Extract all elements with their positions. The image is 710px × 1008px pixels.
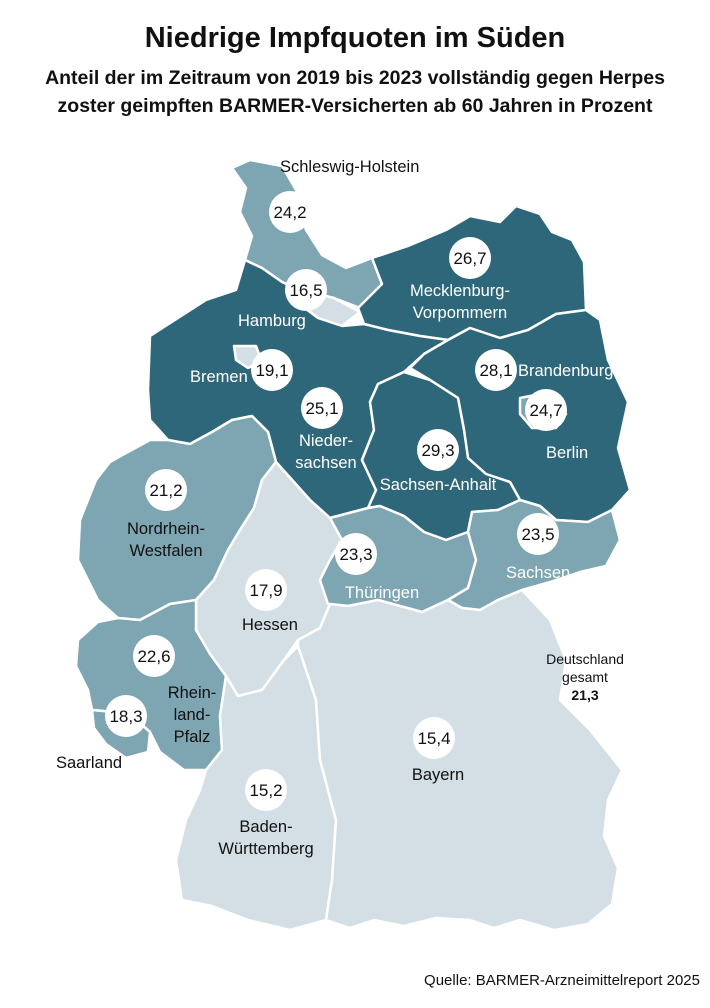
bubble-sachsen-anhalt (417, 429, 459, 471)
value-nordrhein-westfalen: 21,2 (149, 481, 182, 500)
label-bremen: Bremen (190, 368, 248, 386)
label-baden: Baden- (239, 818, 292, 836)
label-nieder: Nieder- (299, 432, 353, 450)
bubble-mecklenburg-vorpommern (449, 237, 491, 279)
value-saarland: 18,3 (109, 707, 142, 726)
value-brandenburg: 28,1 (479, 361, 512, 380)
bubble-schleswig-holstein (269, 191, 311, 233)
value-rheinland-pfalz: 22,6 (137, 647, 170, 666)
label-land: land- (174, 706, 211, 724)
map-subtitle: Anteil der im Zeitraum von 2019 bis 2023… (45, 67, 665, 117)
bubble-saarland (105, 695, 147, 737)
value-sachsen-anhalt: 29,3 (421, 441, 454, 460)
label-bayern: Bayern (412, 766, 464, 784)
label-hessen: Hessen (242, 616, 298, 634)
value-berlin: 24,7 (529, 401, 562, 420)
bubble-niedersachsen (301, 387, 343, 429)
value-sachsen: 23,5 (521, 525, 554, 544)
bubble-bayern (413, 717, 455, 759)
bubble-sachsen (517, 513, 559, 555)
value-baden-wuerttemberg: 15,2 (249, 781, 282, 800)
bubble-nordrhein-westfalen (145, 469, 187, 511)
label-sachsen-anhalt: Sachsen-Anhalt (380, 476, 497, 494)
label-brandenburg: Brandenburg (518, 362, 613, 380)
label-wuerttemberg: Württemberg (218, 840, 313, 858)
bubble-thueringen (335, 533, 377, 575)
bubble-brandenburg (475, 349, 517, 391)
label-sachsen-ns: sachsen (295, 454, 356, 472)
region-bayern (296, 588, 624, 932)
label-berlin: Berlin (546, 444, 588, 462)
value-hamburg: 16,5 (289, 281, 322, 300)
bubble-rheinland-pfalz (133, 635, 175, 677)
label-thueringen: Thüringen (345, 584, 419, 602)
value-schleswig-holstein: 24,2 (273, 203, 306, 222)
bubble-hessen (245, 569, 287, 611)
source-note: Quelle: BARMER-Arzneimittelreport 2025 (424, 972, 700, 989)
value-niedersachsen: 25,1 (305, 399, 338, 418)
label-hamburg: Hamburg (238, 312, 306, 330)
bubble-bremen (251, 349, 293, 391)
value-bayern: 15,4 (417, 729, 450, 748)
label-rhein: Rhein- (168, 684, 217, 702)
bubble-baden-wuerttemberg (245, 769, 287, 811)
total-value: 21,3 (571, 687, 599, 703)
label-pfalz: Pfalz (174, 728, 211, 746)
total-label-line2: gesamt (562, 669, 608, 685)
label-sachsen: Sachsen (506, 564, 570, 582)
label-nordrhein: Nordrhein- (127, 520, 205, 538)
label-mecklenburg: Mecklenburg- (410, 282, 510, 300)
bubble-berlin (525, 389, 567, 431)
value-hessen: 17,9 (249, 581, 282, 600)
label-westfalen: Westfalen (129, 542, 202, 560)
value-thueringen: 23,3 (339, 545, 372, 564)
label-vorpommern: Vorpommern (413, 304, 507, 322)
label-schleswig-holstein: Schleswig-Holstein (280, 158, 419, 176)
bubble-hamburg (285, 269, 327, 311)
map-title: Niedrige Impfquoten im Süden (144, 22, 566, 54)
label-saarland: Saarland (56, 754, 122, 772)
germany-total: Deutschland gesamt 21,3 (530, 650, 640, 704)
value-bremen: 19,1 (255, 361, 288, 380)
value-mecklenburg-vorpommern: 26,7 (453, 249, 486, 268)
total-label-line1: Deutschland (546, 651, 624, 667)
